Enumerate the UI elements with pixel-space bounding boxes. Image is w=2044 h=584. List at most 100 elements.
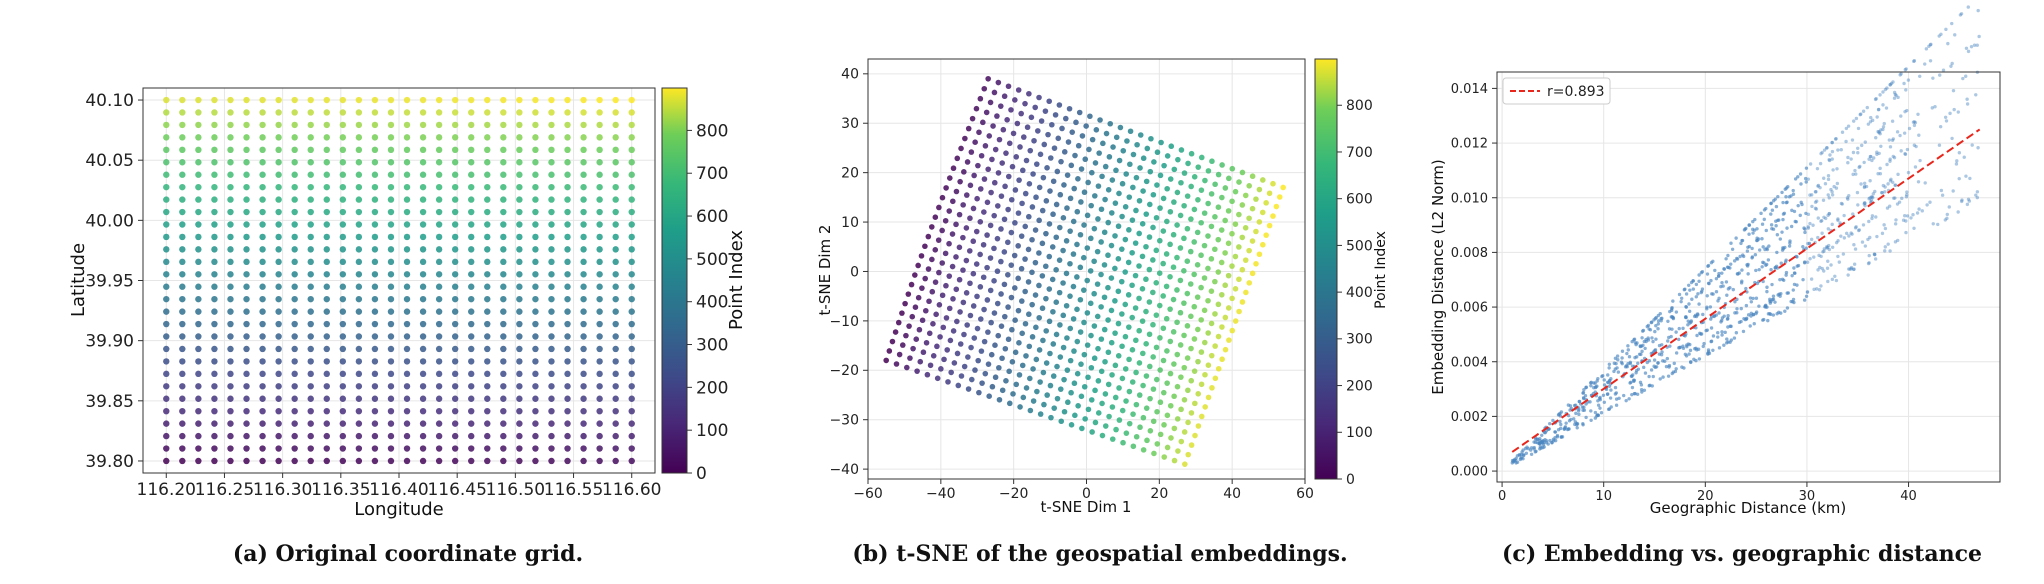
grid-point: [291, 109, 298, 116]
grid-point: [387, 134, 395, 141]
tsne-point: [944, 347, 951, 353]
distance-point: [1708, 305, 1713, 309]
tsne-point: [1008, 196, 1015, 203]
distance-point: [1836, 218, 1840, 222]
tsne-point: [1060, 215, 1067, 221]
tsne-point: [1004, 117, 1010, 123]
panel-c-fit-line: [1511, 128, 1981, 453]
grid-point: [259, 121, 266, 129]
distance-point: [1883, 190, 1887, 194]
tsne-point: [1084, 277, 1091, 284]
tsne-point: [996, 364, 1002, 371]
tsne-point: [1101, 229, 1108, 236]
distance-point: [1801, 244, 1805, 249]
tsne-point: [1005, 239, 1011, 246]
distance-point: [1606, 380, 1610, 385]
tsne-point: [1015, 275, 1021, 282]
grid-point: [516, 308, 523, 315]
distance-point: [1899, 149, 1903, 153]
grid-point: [275, 271, 282, 278]
grid-point: [564, 358, 571, 365]
distance-point: [1582, 387, 1586, 392]
tsne-point: [1205, 297, 1211, 304]
grid-point: [259, 420, 266, 427]
tsne-point: [979, 380, 985, 386]
grid-point: [548, 171, 555, 178]
distance-point: [1723, 330, 1727, 335]
grid-point: [211, 233, 218, 241]
distance-point: [1682, 366, 1686, 370]
grid-point: [435, 109, 443, 116]
grid-point: [435, 196, 443, 203]
tsne-point: [1154, 441, 1161, 447]
distance-point: [1581, 423, 1585, 427]
grid-point: [259, 407, 266, 415]
tsne-point: [1151, 450, 1157, 457]
tsne-point: [1058, 158, 1064, 165]
tsne-point: [1146, 234, 1153, 240]
grid-point: [387, 121, 395, 129]
tsne-point: [1192, 400, 1198, 407]
tsne-point: [985, 329, 991, 335]
tsne-point: [1126, 420, 1133, 427]
distance-point: [1972, 43, 1977, 47]
grid-point: [339, 183, 347, 191]
distance-point: [1891, 180, 1895, 184]
distance-point: [1847, 194, 1851, 198]
grid-point: [387, 383, 395, 390]
tsne-point: [1171, 166, 1178, 173]
distance-point: [1732, 259, 1737, 263]
distance-point: [1762, 217, 1766, 222]
grid-point: [371, 208, 379, 216]
tsne-point: [1115, 288, 1122, 295]
tsne-point: [1208, 320, 1215, 327]
tsne-point: [1246, 247, 1252, 254]
distance-point: [1871, 192, 1875, 196]
distance-point: [1769, 223, 1774, 227]
tsne-point: [1087, 300, 1094, 307]
distance-point: [1888, 159, 1892, 163]
tsne-point: [1050, 211, 1056, 218]
tsne-point: [985, 361, 992, 367]
tsne-point: [1151, 159, 1157, 165]
tsne-point: [1030, 398, 1037, 404]
distance-point: [1746, 272, 1750, 276]
grid-point: [548, 295, 555, 303]
tsne-point: [1033, 324, 1039, 331]
tsne-point: [1102, 423, 1109, 429]
distance-point: [1925, 203, 1929, 207]
distance-point: [1870, 118, 1875, 123]
tsne-point: [1088, 364, 1095, 371]
distance-point: [1856, 126, 1861, 131]
distance-point: [1923, 181, 1927, 185]
distance-point: [1840, 202, 1844, 206]
distance-point: [1890, 138, 1895, 142]
grid-point: [259, 445, 266, 452]
grid-point: [259, 146, 266, 154]
x-tick-label: 30: [1799, 489, 1816, 504]
tsne-point: [1036, 184, 1043, 191]
tsne-point: [1032, 104, 1039, 111]
grid-point: [323, 383, 330, 390]
distance-point: [1804, 166, 1809, 170]
tsne-point: [1136, 327, 1142, 334]
grid-point: [243, 208, 250, 216]
grid-point: [195, 283, 202, 290]
grid-point: [307, 258, 314, 266]
tsne-point: [1201, 307, 1208, 314]
grid-point: [275, 146, 282, 154]
tsne-point: [1153, 214, 1160, 221]
colorbar-tick-label: 700: [696, 164, 728, 184]
grid-point: [243, 383, 250, 390]
distance-point: [1760, 237, 1764, 241]
grid-point: [596, 221, 603, 228]
distance-point: [1820, 266, 1824, 271]
grid-point: [211, 445, 218, 452]
distance-point: [1947, 205, 1951, 209]
tsne-point: [1195, 326, 1201, 333]
panel-b-gridlines: [867, 59, 1306, 479]
grid-point: [323, 407, 330, 415]
distance-point: [1681, 326, 1685, 331]
grid-point: [163, 420, 170, 427]
grid-point: [227, 432, 234, 440]
